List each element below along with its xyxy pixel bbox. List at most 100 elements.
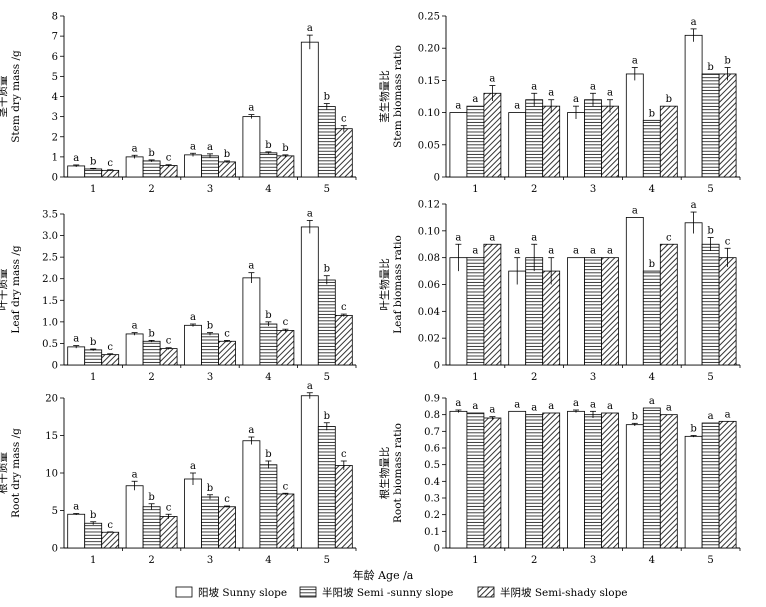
- y-tick-label: 3.0: [42, 231, 58, 242]
- bar-semi-sunny-age-2: [525, 99, 544, 178]
- x-tick-label: 5: [707, 372, 713, 383]
- bar-sunny-age-1: [67, 346, 86, 366]
- x-tick-label: 5: [324, 372, 330, 383]
- significance-letter: a: [207, 142, 213, 153]
- significance-letter: b: [148, 328, 154, 339]
- significance-letter: a: [666, 403, 672, 414]
- significance-letter: a: [725, 409, 731, 420]
- bar-semi-shady-age-5: [718, 257, 737, 366]
- x-tick-label: 4: [649, 372, 655, 383]
- y-tick-label: 1.5: [42, 296, 58, 307]
- chart-panel-6: 0 0.1 0.2 0.3 0.4 0.5 0.6 0.7 0.8 0.9 根生物量比 Root bi…: [378, 394, 741, 566]
- y-axis-label-cn: 茎生物量比: [378, 70, 391, 123]
- y-tick-label: 0.4: [424, 477, 440, 488]
- significance-letter: b: [707, 226, 713, 237]
- bar-semi-shady-age-3: [601, 257, 619, 366]
- legend-item-semi-shady: 半阴坡 Semi-shady slope: [477, 586, 628, 599]
- significance-letter: a: [573, 246, 579, 257]
- significance-letter: c: [166, 502, 172, 513]
- significance-letter: c: [283, 317, 289, 328]
- significance-letter: c: [341, 302, 347, 313]
- y-tick-label: 2: [52, 132, 58, 143]
- legend-swatch-diagonal: [477, 586, 495, 598]
- significance-letter: a: [548, 246, 554, 257]
- bar-semi-shady-age-1: [483, 243, 502, 366]
- bar-sunny-age-2: [125, 485, 144, 549]
- chart-panel-4: 0 0.02 0.04 0.06 0.08 0.10 0.12 叶生物量比 Leaf bioma…: [378, 200, 741, 383]
- y-axis-label-en: Root dry mass /g: [10, 428, 22, 518]
- significance-letter: a: [590, 399, 596, 410]
- y-tick-label: 2.0: [42, 274, 58, 285]
- bar-semi-shady-age-5: [334, 314, 353, 366]
- significance-letter: a: [708, 411, 714, 422]
- significance-letter: a: [307, 381, 313, 392]
- x-tick-label: 3: [590, 184, 596, 195]
- significance-letter: b: [724, 56, 730, 67]
- significance-letter: a: [632, 205, 638, 216]
- bar-semi-sunny-age-4: [642, 270, 661, 366]
- y-tick-label: 0: [434, 173, 440, 184]
- bar-semi-sunny-age-3: [201, 155, 219, 178]
- bar-semi-sunny-age-4: [642, 119, 661, 178]
- bar-sunny-age-2: [125, 333, 144, 366]
- y-tick-label: 0.08: [418, 253, 440, 264]
- significance-letter: b: [265, 140, 271, 151]
- y-axis-label-cn: 根干质量: [0, 452, 9, 494]
- significance-letter: b: [207, 483, 213, 494]
- significance-letter: a: [455, 398, 461, 409]
- significance-letter: a: [531, 403, 537, 414]
- bar-semi-shady-age-4: [659, 414, 678, 549]
- y-tick-label: 0: [52, 173, 58, 184]
- x-tick-label: 5: [324, 184, 330, 195]
- bar-semi-shady-age-1: [101, 354, 120, 366]
- bar-semi-shady-age-1: [101, 531, 120, 549]
- x-tick-label: 4: [265, 184, 271, 195]
- significance-letter: c: [166, 153, 172, 164]
- bar-semi-sunny-age-4: [259, 152, 278, 178]
- significance-letter: a: [649, 396, 655, 407]
- significance-letter: a: [248, 261, 254, 272]
- significance-letter: b: [265, 449, 271, 460]
- x-tick-label: 3: [590, 555, 596, 566]
- y-tick-label: 0.02: [418, 334, 440, 345]
- y-tick-label: 3: [52, 112, 58, 123]
- legend-item-semi-sunny: 半阳坡 Semi -sunny slope: [299, 586, 453, 599]
- significance-letter: a: [691, 200, 697, 211]
- x-tick-label: 2: [531, 372, 537, 383]
- significance-letter: a: [573, 398, 579, 409]
- y-tick-label: 0.6: [424, 444, 440, 455]
- significance-letter: b: [148, 148, 154, 159]
- legend-label: 阳坡 Sunny slope: [198, 586, 287, 599]
- bar-semi-shady-age-2: [542, 270, 561, 366]
- y-tick-label: 4: [52, 92, 58, 103]
- bar-semi-sunny-age-5: [701, 422, 720, 549]
- y-tick-label: 5: [52, 506, 58, 517]
- significance-letter: b: [90, 510, 96, 521]
- y-tick-label: 0.05: [418, 140, 440, 151]
- x-tick-label: 1: [90, 372, 96, 383]
- significance-letter: b: [690, 424, 696, 435]
- significance-letter: c: [166, 336, 172, 347]
- significance-letter: c: [107, 342, 113, 353]
- x-tick-label: 2: [531, 555, 537, 566]
- x-tick-label: 4: [265, 372, 271, 383]
- x-tick-label: 4: [649, 184, 655, 195]
- bar-semi-sunny-age-2: [525, 257, 544, 366]
- significance-letter: a: [307, 23, 313, 34]
- bar-semi-sunny-age-2: [525, 414, 544, 549]
- bar-sunny-age-3: [184, 478, 202, 549]
- significance-letter: c: [725, 236, 731, 247]
- significance-letter: b: [324, 411, 330, 422]
- significance-letter: a: [190, 461, 196, 472]
- bar-sunny-age-5: [300, 226, 319, 366]
- y-tick-label: 0.3: [424, 494, 440, 505]
- bar-sunny-age-2: [125, 156, 144, 178]
- bar-sunny-age-3: [567, 410, 585, 549]
- bar-semi-shady-age-5: [718, 420, 737, 549]
- significance-letter: a: [632, 56, 638, 67]
- y-tick-label: 10: [45, 469, 58, 480]
- y-axis-label-en: Leaf dry mass /g: [10, 245, 22, 334]
- y-tick-label: 0.12: [418, 200, 440, 211]
- y-axis-label-cn: 根生物量比: [378, 447, 391, 500]
- bar-semi-sunny-age-1: [84, 168, 103, 178]
